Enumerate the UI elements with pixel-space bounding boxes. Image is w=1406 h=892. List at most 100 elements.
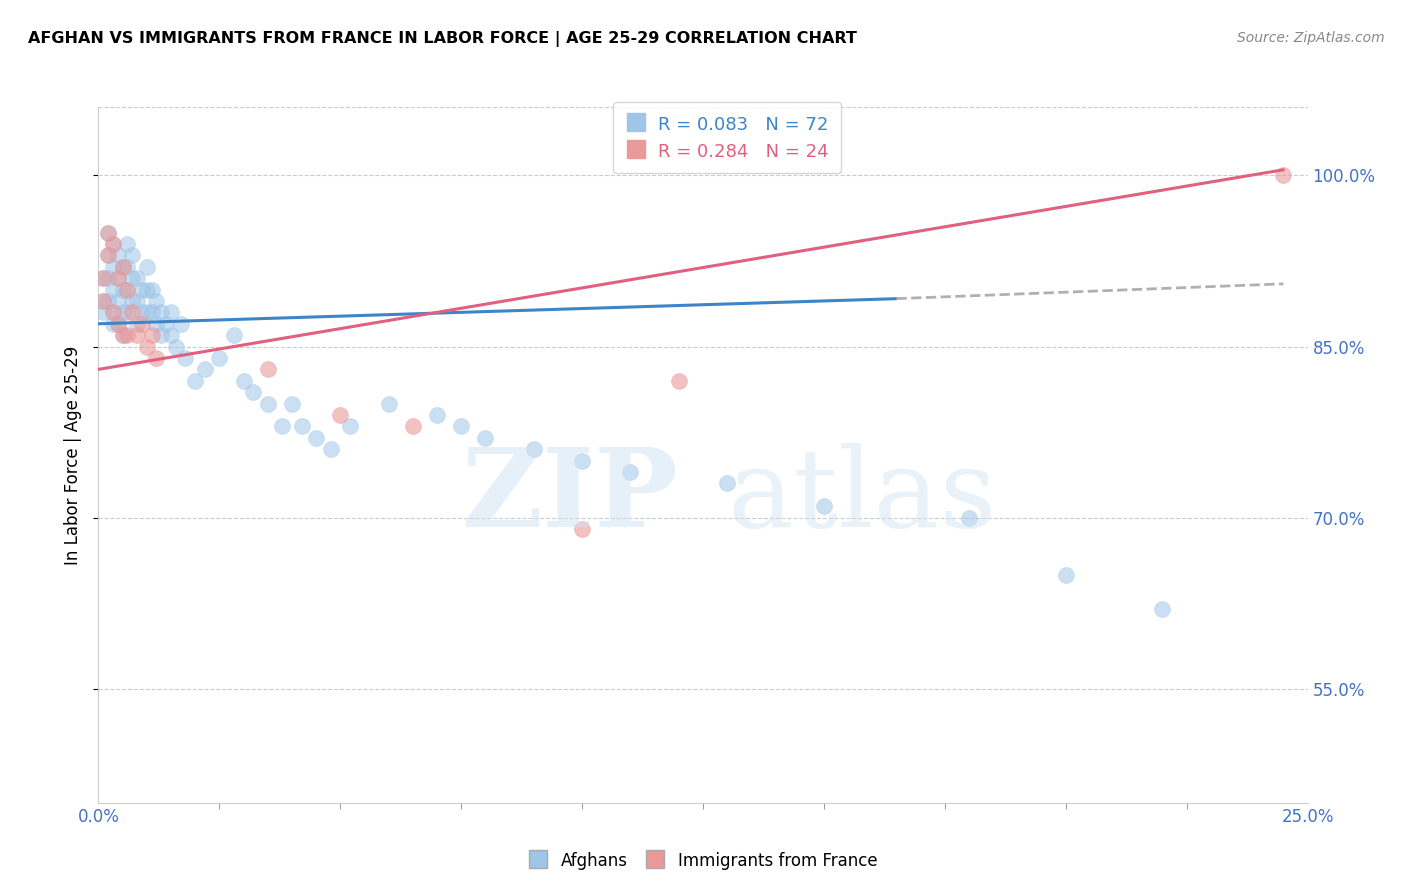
Point <box>160 328 183 343</box>
Point <box>145 351 167 365</box>
Point <box>571 453 593 467</box>
Point <box>111 305 134 319</box>
Point <box>91 305 114 319</box>
Point <box>107 317 129 331</box>
Point <box>135 305 157 319</box>
Point <box>232 374 254 388</box>
Point <box>107 293 129 308</box>
Point <box>127 293 149 308</box>
Point <box>305 431 328 445</box>
Point <box>117 283 139 297</box>
Point <box>117 260 139 274</box>
Text: Source: ZipAtlas.com: Source: ZipAtlas.com <box>1237 31 1385 45</box>
Point <box>329 408 352 422</box>
Point <box>1152 602 1174 616</box>
Point <box>121 305 143 319</box>
Point <box>141 305 163 319</box>
Point <box>97 293 120 308</box>
Point <box>377 396 399 410</box>
Point <box>121 248 143 262</box>
Point <box>141 283 163 297</box>
Legend: Afghans, Immigrants from France: Afghans, Immigrants from France <box>520 843 886 878</box>
Point <box>571 522 593 536</box>
Point <box>97 226 120 240</box>
Point <box>716 476 738 491</box>
Point <box>127 271 149 285</box>
Point <box>174 351 197 365</box>
Point <box>107 271 129 285</box>
Point <box>957 510 980 524</box>
Point <box>281 396 304 410</box>
Point <box>474 431 496 445</box>
Point <box>127 328 149 343</box>
Point <box>101 283 124 297</box>
Point <box>339 419 361 434</box>
Point <box>184 374 207 388</box>
Point <box>101 305 124 319</box>
Point <box>256 396 278 410</box>
Point <box>101 260 124 274</box>
Point <box>131 283 153 297</box>
Point <box>208 351 231 365</box>
Point <box>127 317 149 331</box>
Point <box>121 271 143 285</box>
Text: AFGHAN VS IMMIGRANTS FROM FRANCE IN LABOR FORCE | AGE 25-29 CORRELATION CHART: AFGHAN VS IMMIGRANTS FROM FRANCE IN LABO… <box>28 31 858 47</box>
Text: ZIP: ZIP <box>463 443 679 550</box>
Point <box>169 317 191 331</box>
Point <box>117 236 139 251</box>
Point <box>813 500 835 514</box>
Point <box>150 305 173 319</box>
Point <box>271 419 294 434</box>
Point <box>222 328 245 343</box>
Point <box>165 340 187 354</box>
Y-axis label: In Labor Force | Age 25-29: In Labor Force | Age 25-29 <box>65 345 83 565</box>
Point <box>101 236 124 251</box>
Point <box>135 260 157 274</box>
Point <box>290 419 312 434</box>
Point <box>194 362 217 376</box>
Point <box>426 408 449 422</box>
Point <box>135 283 157 297</box>
Point <box>97 248 120 262</box>
Point <box>97 248 120 262</box>
Point <box>668 374 690 388</box>
Point <box>91 293 114 308</box>
Point <box>117 283 139 297</box>
Point <box>1272 169 1295 183</box>
Point <box>450 419 472 434</box>
Point <box>135 340 157 354</box>
Point <box>117 328 139 343</box>
Point <box>101 305 124 319</box>
Point <box>101 236 124 251</box>
Point <box>97 271 120 285</box>
Point <box>523 442 546 457</box>
Point <box>145 293 167 308</box>
Point <box>160 305 183 319</box>
Point <box>91 271 114 285</box>
Point <box>619 465 641 479</box>
Point <box>131 305 153 319</box>
Point <box>111 260 134 274</box>
Point <box>97 226 120 240</box>
Point <box>91 293 114 308</box>
Point <box>107 248 129 262</box>
Point <box>402 419 425 434</box>
Point <box>107 317 129 331</box>
Point <box>145 317 167 331</box>
Point <box>91 271 114 285</box>
Point <box>155 317 177 331</box>
Point <box>117 305 139 319</box>
Point <box>131 317 153 331</box>
Text: atlas: atlas <box>727 443 997 550</box>
Point <box>141 328 163 343</box>
Point <box>111 328 134 343</box>
Point <box>319 442 342 457</box>
Point <box>150 328 173 343</box>
Point <box>111 283 134 297</box>
Point <box>256 362 278 376</box>
Point <box>111 260 134 274</box>
Point <box>121 293 143 308</box>
Point <box>111 328 134 343</box>
Point <box>107 271 129 285</box>
Point <box>1054 567 1077 582</box>
